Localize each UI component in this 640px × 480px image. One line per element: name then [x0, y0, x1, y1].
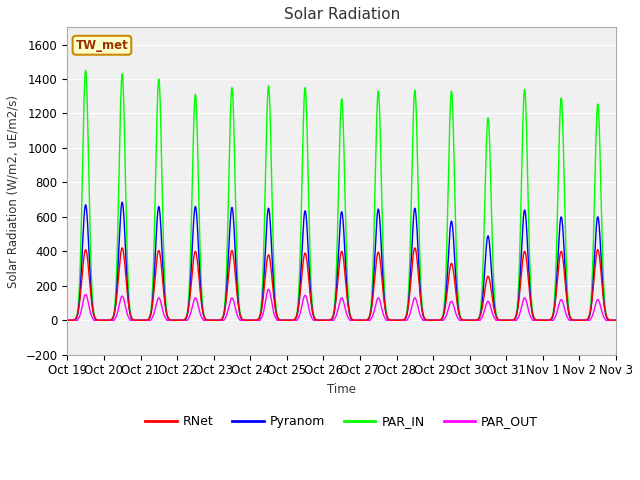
PAR_IN	[82, 68, 90, 73]
PAR_OUT	[517, 308, 525, 313]
Title: Solar Radiation: Solar Radiation	[284, 7, 400, 22]
RNet	[118, 245, 126, 251]
Text: TW_met: TW_met	[76, 39, 129, 52]
RNet	[517, 278, 525, 284]
Legend: RNet, Pyranom, PAR_IN, PAR_OUT: RNet, Pyranom, PAR_IN, PAR_OUT	[140, 410, 543, 433]
PAR_OUT	[476, 317, 483, 323]
Pyranom	[502, 317, 509, 323]
PAR_OUT	[279, 317, 287, 323]
Line: PAR_IN: PAR_IN	[67, 71, 616, 320]
PAR_IN	[279, 317, 287, 323]
Pyranom	[497, 317, 504, 323]
PAR_OUT	[497, 317, 504, 323]
Y-axis label: Solar Radiation (W/m2, uE/m2/s): Solar Radiation (W/m2, uE/m2/s)	[7, 95, 20, 288]
PAR_IN	[612, 317, 620, 323]
Pyranom	[294, 303, 302, 309]
Pyranom	[476, 315, 483, 321]
Pyranom	[118, 199, 126, 205]
Pyranom	[517, 264, 525, 270]
PAR_IN	[63, 317, 71, 323]
PAR_IN	[476, 314, 483, 320]
Pyranom	[612, 317, 620, 323]
PAR_OUT	[502, 317, 509, 323]
RNet	[502, 317, 509, 323]
Line: Pyranom: Pyranom	[67, 202, 616, 320]
PAR_IN	[294, 294, 302, 300]
PAR_OUT	[612, 317, 620, 323]
PAR_OUT	[265, 287, 273, 292]
PAR_OUT	[63, 317, 71, 323]
RNet	[294, 304, 302, 310]
PAR_IN	[497, 317, 504, 323]
Line: RNet: RNet	[67, 248, 616, 320]
PAR_IN	[517, 216, 525, 221]
PAR_OUT	[294, 315, 302, 321]
Pyranom	[279, 317, 287, 323]
Line: PAR_OUT: PAR_OUT	[67, 289, 616, 320]
X-axis label: Time: Time	[327, 383, 356, 396]
RNet	[612, 317, 620, 323]
RNet	[63, 317, 71, 323]
PAR_IN	[502, 317, 509, 323]
RNet	[497, 317, 504, 323]
RNet	[279, 317, 287, 323]
Pyranom	[63, 317, 71, 323]
RNet	[476, 315, 483, 321]
RNet	[466, 317, 474, 323]
